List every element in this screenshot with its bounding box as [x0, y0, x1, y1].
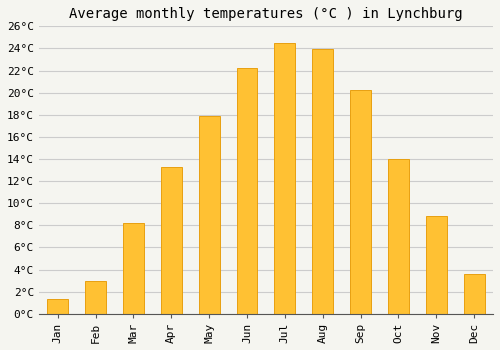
Bar [123, 223, 144, 314]
Bar [426, 216, 446, 314]
Bar [161, 167, 182, 314]
Bar [464, 274, 484, 314]
Bar [312, 49, 333, 314]
Bar [198, 116, 220, 314]
Bar [48, 299, 68, 314]
Bar [85, 281, 106, 314]
Title: Average monthly temperatures (°C ) in Lynchburg: Average monthly temperatures (°C ) in Ly… [69, 7, 462, 21]
Bar [388, 159, 409, 314]
Bar [274, 43, 295, 314]
Bar [350, 90, 371, 314]
Bar [236, 68, 258, 314]
